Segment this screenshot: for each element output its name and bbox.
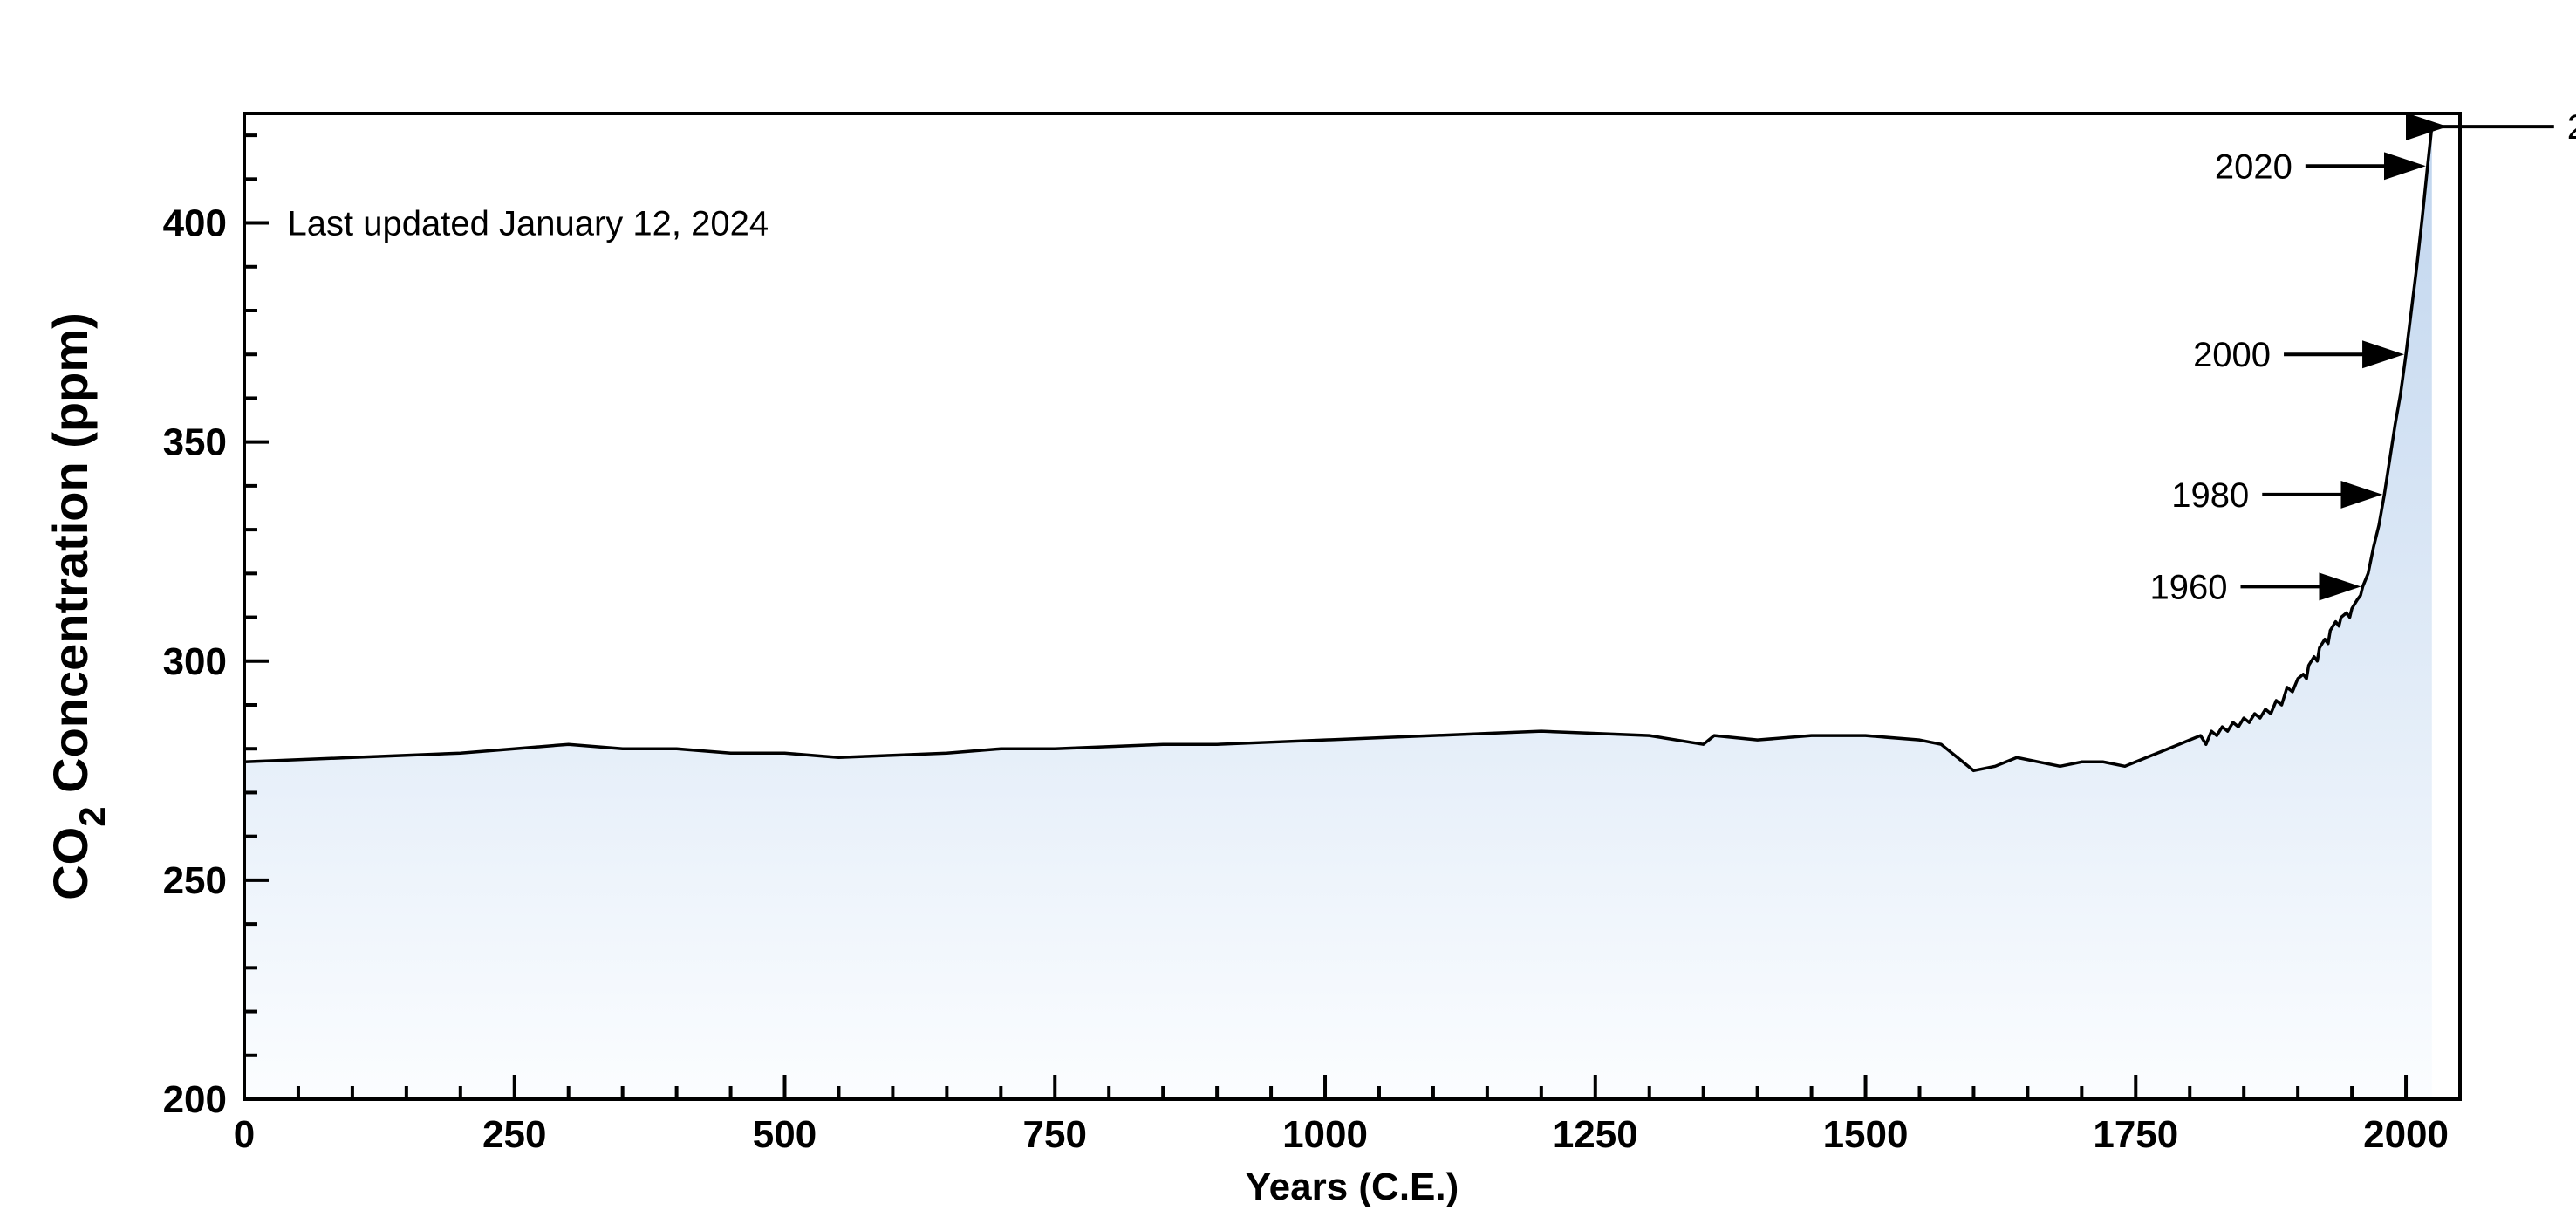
y-tick-label: 250 xyxy=(163,859,227,902)
x-axis-label: Years (C.E.) xyxy=(1246,1166,1459,1208)
update-note: Last updated January 12, 2024 xyxy=(288,205,769,243)
x-tick-label: 250 xyxy=(482,1113,546,1156)
annotation-label-outside: 2024 xyxy=(2567,108,2576,147)
annotation-label: 1960 xyxy=(2150,568,2228,606)
y-tick-label: 350 xyxy=(163,421,227,464)
x-tick-label: 1250 xyxy=(1553,1113,1638,1156)
x-tick-label: 500 xyxy=(753,1113,817,1156)
y-tick-label: 200 xyxy=(163,1078,227,1121)
annotation-label: 2000 xyxy=(2193,336,2271,374)
x-tick-label: 1500 xyxy=(1823,1113,1909,1156)
annotation-label: 1980 xyxy=(2171,476,2249,515)
annotation-label: 2020 xyxy=(2215,147,2292,186)
x-tick-label: 1000 xyxy=(1282,1113,1368,1156)
x-tick-label: 2000 xyxy=(2363,1113,2449,1156)
x-tick-label: 0 xyxy=(234,1113,255,1156)
y-tick-label: 400 xyxy=(163,202,227,245)
x-tick-label: 1750 xyxy=(2093,1113,2178,1156)
chart-svg: 0 250 500 750 1000 1250 1500 1750 2000 Years (C.E… xyxy=(0,0,2576,1224)
x-tick-label: 750 xyxy=(1023,1113,1087,1156)
y-tick-label: 300 xyxy=(163,640,227,683)
co2-area-chart: 0 250 500 750 1000 1250 1500 1750 2000 Years (C.E… xyxy=(0,0,2576,1224)
